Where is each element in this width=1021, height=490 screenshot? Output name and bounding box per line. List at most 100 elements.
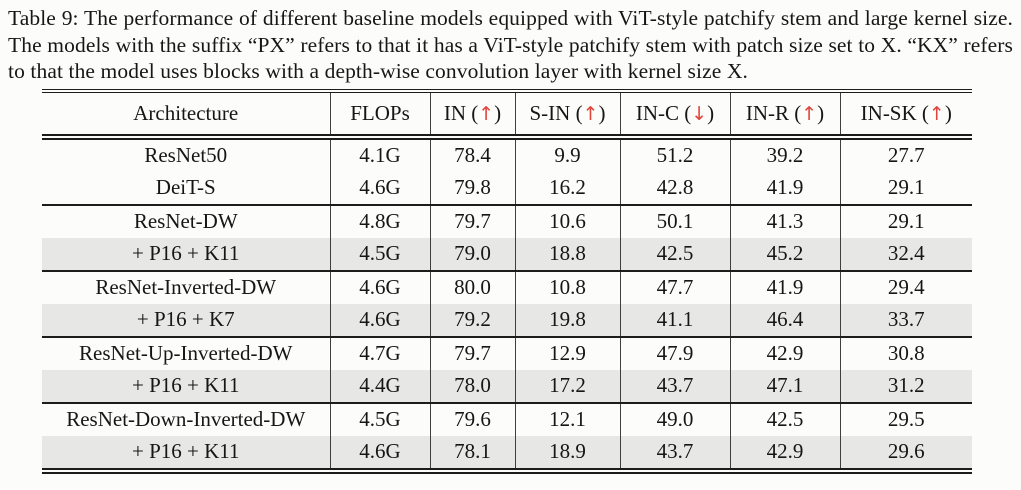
column-label: Architecture — [133, 100, 239, 125]
table-header: Architecture FLOPs IN (↑) S-IN (↑) IN-C (↓) I… — [42, 90, 972, 140]
metric-cell: 33.7 — [839, 303, 972, 337]
table-row: ResNet-Up-Inverted-DW 4.7G 79.7 12.9 47.9 42.… — [42, 335, 972, 370]
architecture-cell: ResNet-DW — [42, 203, 330, 238]
table-row: ResNet50 4.1G 78.4 9.9 51.2 39.2 27.7 — [42, 136, 972, 172]
caption-label: Table 9: — [8, 6, 79, 30]
table-row: + P16 + K11 4.6G 78.1 18.9 43.7 42.9 29.6 — [42, 435, 972, 471]
metric-cell: 42.9 — [729, 435, 840, 471]
metric-cell: 29.5 — [839, 401, 972, 436]
up-arrow-icon: ↑ — [478, 102, 495, 125]
metric-cell: 41.3 — [729, 203, 840, 238]
metric-cell: 31.2 — [839, 369, 972, 403]
up-arrow-icon: ↑ — [928, 102, 945, 125]
column-label: IN — [443, 100, 466, 125]
metric-cell: 4.8G — [329, 203, 430, 238]
metric-cell: 29.4 — [839, 269, 972, 304]
up-arrow-icon: ↑ — [801, 102, 818, 125]
metric-cell: 42.5 — [619, 237, 730, 271]
metric-cell: 30.8 — [839, 335, 972, 370]
architecture-cell: DeiT-S — [155, 175, 216, 199]
metric-cell: 79.8 — [429, 171, 515, 205]
metric-cell: 42.8 — [619, 171, 730, 205]
metric-cell: 45.2 — [729, 237, 840, 271]
metric-cell: 49.0 — [619, 401, 730, 436]
metric-cell: 42.5 — [729, 401, 840, 436]
column-header-in-c: IN-C (↓) — [619, 90, 730, 140]
table-caption: Table 9: The performance of different ba… — [8, 5, 1013, 85]
paren-close: ) — [707, 100, 715, 125]
architecture-cell: + P16 + K11 — [42, 435, 330, 471]
metric-cell: 47.1 — [729, 369, 840, 403]
architecture-cell: + P16 + K11 — [42, 369, 330, 403]
metric-cell: 41.1 — [619, 303, 730, 337]
column-label: FLOPs — [350, 100, 410, 125]
table-row: ResNet-Inverted-DW 4.6G 80.0 10.8 47.7 41.9 29… — [42, 269, 972, 304]
metric-cell: 4.1G — [329, 136, 430, 172]
paren-open: ( — [921, 100, 929, 125]
table-row: ResNet-DW 4.8G 79.7 10.6 50.1 41.3 29.1 — [42, 203, 972, 238]
column-label: IN-R — [745, 100, 789, 125]
metric-cell: 29.1 — [839, 171, 972, 205]
metric-cell: 4.7G — [329, 335, 430, 370]
paren-open: ( — [684, 100, 692, 125]
metric-cell: 41.9 — [729, 269, 840, 304]
paren-open: ( — [575, 100, 583, 125]
column-header-architecture: Architecture — [42, 90, 330, 140]
metric-cell: 10.8 — [514, 269, 620, 304]
table-row: + P16 + K7 4.6G 79.2 19.8 41.1 46.4 33.7 — [42, 303, 972, 337]
header-row: Architecture FLOPs IN (↑) S-IN (↑) IN-C (↓) I… — [42, 90, 972, 140]
paren-close: ) — [598, 100, 606, 125]
metric-cell: 79.2 — [429, 303, 515, 337]
metric-cell: 4.6G — [329, 435, 430, 471]
metric-cell: 4.6G — [329, 303, 430, 337]
metric-cell: 43.7 — [619, 369, 730, 403]
metric-cell: 80.0 — [429, 269, 515, 304]
metric-cell: 16.2 — [514, 171, 620, 205]
table-row: + P16 + K11 4.5G 79.0 18.8 42.5 45.2 32.4 — [42, 237, 972, 271]
metric-cell: 79.0 — [429, 237, 515, 271]
architecture-cell: ResNet-Down-Inverted-DW — [42, 401, 330, 436]
architecture-cell: ResNet-Inverted-DW — [42, 269, 330, 304]
metric-cell: 29.6 — [839, 435, 972, 471]
table-body: ResNet50 4.1G 78.4 9.9 51.2 39.2 27.7 DeiT-S 4.6… — [42, 136, 972, 471]
paren-close: ) — [944, 100, 952, 125]
up-arrow-icon: ↑ — [582, 102, 599, 125]
metric-cell: 19.8 — [514, 303, 620, 337]
caption-text: The performance of different baseline mo… — [8, 6, 1013, 83]
metric-cell: 4.5G — [329, 237, 430, 271]
architecture-cell: + P16 + K7 — [42, 303, 330, 337]
metric-cell: 47.9 — [619, 335, 730, 370]
architecture-cell: ResNet-Up-Inverted-DW — [42, 335, 330, 370]
paren-open: ( — [794, 100, 802, 125]
metric-cell: 4.6G — [329, 269, 430, 304]
architecture-cell: + P16 + K11 — [42, 237, 330, 271]
column-header-in-sk: IN-SK (↑) — [839, 90, 972, 140]
column-label: IN-SK — [860, 100, 917, 125]
metric-cell: 42.9 — [729, 335, 840, 370]
metric-cell: 46.4 — [729, 303, 840, 337]
table-row: ResNet-Down-Inverted-DW 4.5G 79.6 12.1 49.0 4… — [42, 401, 972, 436]
metric-cell: 50.1 — [619, 203, 730, 238]
paren-open: ( — [471, 100, 479, 125]
results-table: Architecture FLOPs IN (↑) S-IN (↑) IN-C (↓) I… — [42, 88, 972, 474]
metric-cell: 18.8 — [514, 237, 620, 271]
metric-cell: 79.7 — [429, 203, 515, 238]
metric-cell: 78.4 — [429, 136, 515, 172]
architecture-cell: ResNet50 — [144, 143, 228, 167]
down-arrow-icon: ↓ — [691, 102, 708, 125]
metric-cell: 4.4G — [329, 369, 430, 403]
metric-cell: 12.9 — [514, 335, 620, 370]
column-header-s-in: S-IN (↑) — [514, 90, 620, 140]
paren-close: ) — [494, 100, 502, 125]
metric-cell: 47.7 — [619, 269, 730, 304]
table-row: + P16 + K11 4.4G 78.0 17.2 43.7 47.1 31.2 — [42, 369, 972, 403]
metric-cell: 29.1 — [839, 203, 972, 238]
metric-cell: 4.6G — [329, 171, 430, 205]
metric-cell: 4.5G — [329, 401, 430, 436]
metric-cell: 17.2 — [514, 369, 620, 403]
metric-cell: 32.4 — [839, 237, 972, 271]
column-label: IN-C — [635, 100, 679, 125]
metric-cell: 9.9 — [514, 136, 620, 172]
metric-cell: 78.0 — [429, 369, 515, 403]
column-header-in: IN (↑) — [429, 90, 515, 140]
